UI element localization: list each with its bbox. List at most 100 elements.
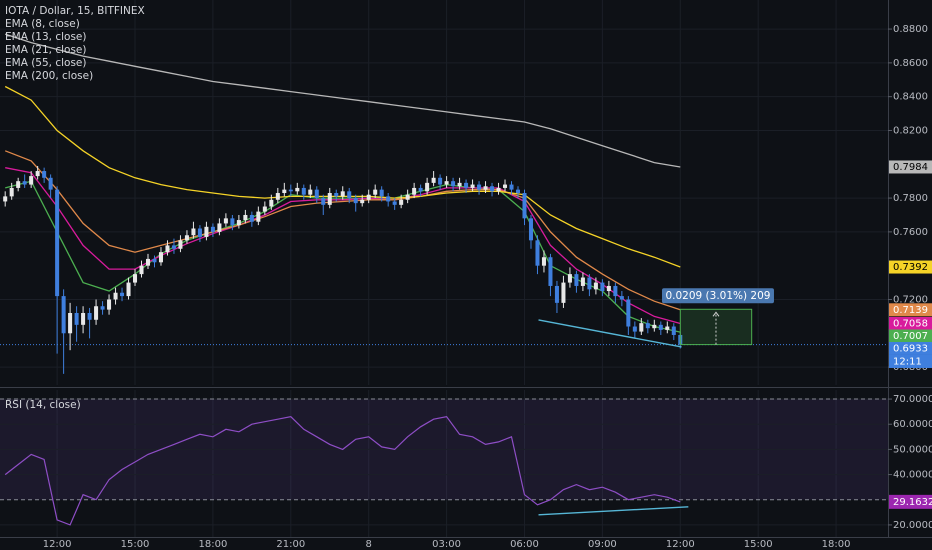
candle-body: [243, 214, 248, 221]
price-badge: [889, 260, 932, 274]
candle-body: [600, 282, 605, 292]
candle-body: [379, 189, 384, 197]
y-tick-label: 0.8400: [893, 92, 928, 103]
candle-body: [197, 228, 202, 237]
candle-body: [321, 198, 326, 205]
candle-body: [418, 187, 423, 192]
candle-body: [48, 177, 53, 190]
candle-body: [386, 196, 391, 202]
y-tick-label: 60.0000: [893, 419, 932, 430]
candle-body: [554, 285, 559, 303]
candle-body: [236, 220, 241, 226]
candle-body: [301, 187, 306, 195]
candle-body: [464, 182, 469, 188]
candle-body: [204, 226, 209, 237]
candle-body: [671, 326, 676, 335]
candle-body: [587, 277, 592, 290]
x-tick-label: 21:00: [276, 539, 305, 550]
candle-body: [223, 218, 228, 224]
candle-body: [171, 245, 176, 249]
candle-body: [490, 186, 495, 192]
price-badge-label: 0.7058: [893, 318, 928, 329]
price-badge-label: 0.7392: [893, 262, 928, 273]
candle-body: [107, 299, 112, 310]
x-tick-label: 06:00: [510, 539, 539, 550]
candle-body: [74, 313, 79, 325]
candle-body: [632, 326, 637, 332]
candle-body: [548, 257, 553, 286]
candle-body: [373, 189, 378, 195]
legend-entry: EMA (21, close): [5, 44, 87, 56]
candle-body: [22, 181, 27, 185]
price-badge: [889, 354, 932, 368]
candle-body: [256, 211, 261, 222]
ema-line: [4, 33, 681, 168]
candle-body: [392, 201, 397, 205]
candle-body: [282, 189, 287, 194]
candle-body: [483, 186, 488, 190]
measure-label: 0.0209 (3.01%) 209: [665, 290, 770, 302]
candle-body: [314, 189, 319, 199]
candle-body: [42, 171, 47, 178]
y-tick-label: 70.0000: [893, 394, 932, 405]
y-tick-label: 20.0000: [893, 520, 932, 531]
candle-body: [522, 193, 527, 219]
y-tick-label: 0.8600: [893, 58, 928, 69]
candle-body: [334, 193, 339, 197]
candle-body: [249, 214, 254, 222]
value-badge-label: 29.1632: [893, 497, 932, 508]
candle-body: [353, 198, 358, 204]
candle-body: [515, 189, 521, 194]
candle-body: [275, 193, 280, 200]
y-tick-label: 40.0000: [893, 470, 932, 481]
candle-body: [645, 323, 650, 329]
trendline: [538, 319, 682, 348]
candle-body: [262, 206, 267, 212]
candle-body: [145, 258, 151, 266]
candle-body: [619, 296, 624, 300]
candle-body: [139, 265, 144, 275]
candle-body: [340, 191, 345, 197]
price-badge-label: 0.7007: [893, 331, 928, 342]
candle-body: [457, 182, 462, 187]
candle-body: [425, 182, 430, 192]
candle-body: [308, 189, 313, 195]
chart-title: IOTA / Dollar, 15, BITFINEX: [5, 5, 145, 17]
candle-body: [217, 223, 222, 232]
candle-body: [665, 326, 670, 330]
candle-body: [496, 187, 501, 192]
candle-body: [9, 187, 14, 197]
candle-body: [535, 240, 540, 266]
y-tick-label: 0.8200: [893, 125, 928, 136]
candle-body: [444, 181, 449, 185]
candle-body: [658, 324, 663, 330]
candle-body: [470, 184, 475, 188]
candle-body: [561, 282, 566, 303]
x-tick-label: 8: [366, 539, 372, 550]
price-badge: [889, 160, 932, 174]
candle-body: [3, 196, 8, 202]
candle-body: [626, 299, 631, 327]
candle-body: [87, 313, 92, 320]
ema-line: [4, 150, 681, 311]
candle-body: [120, 292, 125, 297]
y-tick-label: 50.0000: [893, 444, 932, 455]
y-tick-label: 0.7600: [893, 227, 928, 238]
candle-body: [94, 306, 99, 320]
rsi-line: [4, 416, 681, 526]
candle-body: [327, 193, 332, 205]
price-badge: [889, 341, 932, 355]
candle-body: [113, 292, 118, 300]
price-badge-label: 0.6933: [893, 343, 928, 354]
price-badge-label: 12:11: [893, 356, 922, 367]
candle-body: [68, 313, 73, 334]
candle-body: [210, 226, 215, 232]
x-tick-label: 03:00: [432, 539, 461, 550]
candle-body: [652, 324, 657, 329]
candle-body: [431, 177, 436, 183]
chart-title: RSI (14, close): [5, 399, 81, 411]
candle-body: [593, 282, 598, 290]
y-tick-label: 0.7200: [893, 294, 928, 305]
candle-body: [639, 323, 644, 332]
